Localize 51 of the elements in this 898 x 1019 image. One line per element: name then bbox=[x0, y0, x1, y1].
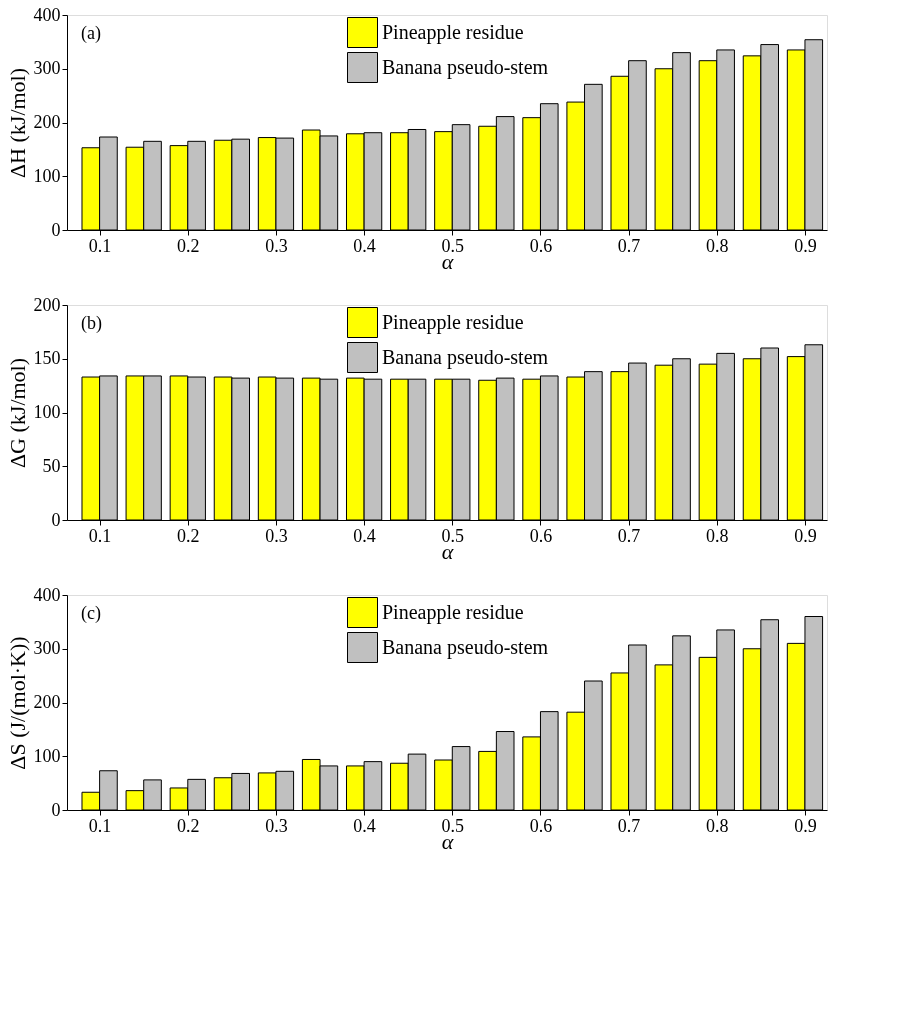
y-tick-label: 100 bbox=[33, 402, 61, 422]
x-tick-label: 0.2 bbox=[177, 815, 200, 836]
x-tick-label: 0.9 bbox=[794, 525, 817, 546]
x-tick-label: 0.1 bbox=[88, 815, 112, 836]
x-tick-label: 0.4 bbox=[353, 815, 376, 836]
y-tick-label: 200 bbox=[33, 112, 61, 132]
y-tick-label: 0 bbox=[51, 509, 61, 530]
legend-label: Pineapple residue bbox=[382, 310, 524, 334]
legend-label: Pineapple residue bbox=[382, 20, 524, 44]
y-tick-label: 150 bbox=[33, 348, 61, 369]
x-tick-label: 0.7 bbox=[617, 525, 641, 546]
x-tick-label: 0.2 bbox=[177, 235, 200, 256]
y-axis-title: ΔH (kJ/mol) bbox=[4, 67, 30, 179]
legend-label: Banana pseudo-stem bbox=[382, 55, 549, 79]
legend-label: Pineapple residue bbox=[382, 600, 524, 624]
y-tick-label: 300 bbox=[33, 58, 61, 79]
y-tick-label: 400 bbox=[33, 584, 61, 605]
annotation: (c) bbox=[81, 603, 101, 624]
x-tick-label: 0.1 bbox=[88, 525, 112, 546]
y-tick-label: 200 bbox=[33, 692, 61, 712]
x-tick-label: 0.3 bbox=[265, 525, 288, 546]
x-tick-label: 0.9 bbox=[794, 235, 817, 256]
x-tick-label: 0.3 bbox=[265, 235, 288, 256]
x-tick-label: 0.3 bbox=[265, 815, 288, 836]
y-axis-title: ΔG (kJ/mol) bbox=[4, 357, 30, 469]
x-tick-label: 0.7 bbox=[617, 235, 641, 256]
annotation: (a) bbox=[81, 23, 101, 44]
y-tick-label: 100 bbox=[33, 745, 61, 766]
x-tick-label: 0.4 bbox=[353, 235, 376, 256]
y-tick-label: 100 bbox=[33, 165, 61, 186]
x-tick-label: 0.1 bbox=[88, 235, 112, 256]
y-tick-label: 200 bbox=[33, 294, 61, 315]
x-tick-label: 0.9 bbox=[794, 815, 817, 836]
y-tick-label: 400 bbox=[33, 4, 61, 25]
x-tick-label: 0.7 bbox=[617, 815, 641, 836]
y-tick-label: 50 bbox=[42, 455, 61, 476]
x-tick-label: 0.6 bbox=[529, 235, 553, 256]
x-tick-label: 0.6 bbox=[529, 815, 553, 836]
legend-label: Banana pseudo-stem bbox=[382, 635, 549, 659]
y-tick-label: 0 bbox=[51, 799, 61, 820]
x-tick-label: 0.4 bbox=[353, 525, 376, 546]
x-tick-label: 0.2 bbox=[177, 525, 200, 546]
y-tick-label: 300 bbox=[33, 638, 61, 659]
x-tick-label: 0.6 bbox=[529, 525, 553, 546]
y-tick-label: 0 bbox=[51, 219, 61, 240]
x-tick-label: 0.8 bbox=[706, 525, 729, 546]
x-tick-label: 0.8 bbox=[706, 235, 729, 256]
annotation: (b) bbox=[81, 313, 102, 334]
y-axis-title: ΔS (J/(mol·K)) bbox=[4, 636, 30, 770]
x-tick-label: 0.8 bbox=[706, 815, 729, 836]
legend-label: Banana pseudo-stem bbox=[382, 345, 549, 369]
